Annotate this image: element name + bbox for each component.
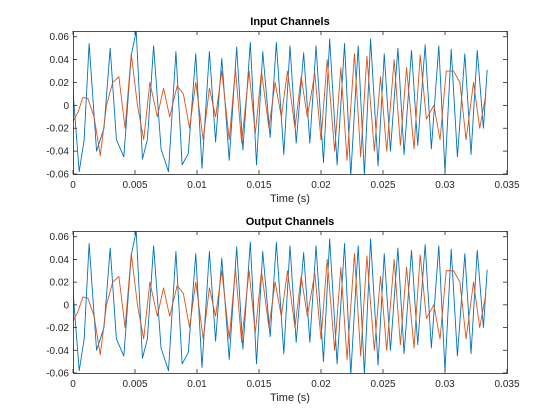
x-tick-label: 0.03	[435, 180, 455, 191]
subplot-input-channels: 0 0.005 0.01 0.015 0.02 0.025 0.03 0.035 -0.06 -0…	[46, 16, 520, 205]
y-tick-label: 0.02	[50, 278, 70, 289]
y-tick-label: -0.04	[46, 147, 69, 158]
x-tick-label: 0.02	[311, 180, 331, 191]
x-tick-label: 0.025	[370, 180, 395, 191]
x-tick-label: 0.005	[122, 379, 147, 390]
x-tick-label: 0.035	[494, 180, 519, 191]
x-tick-label: 0.03	[435, 379, 455, 390]
y-tick-label: 0	[63, 300, 69, 311]
x-tick-label: 0.01	[187, 379, 207, 390]
x-tick-label: 0.015	[246, 379, 271, 390]
y-tick-label: 0.04	[50, 255, 70, 266]
x-tick-label: 0	[70, 180, 76, 191]
y-tick-label: 0.02	[50, 78, 70, 89]
y-tick-label: 0.06	[50, 232, 70, 243]
series-line-1	[73, 231, 488, 373]
axes-box	[73, 231, 508, 374]
series-line-2	[73, 253, 487, 360]
x-tick-label: 0	[70, 379, 76, 390]
x-axis-label: Time (s)	[270, 193, 310, 205]
x-tick-label: 0.035	[494, 379, 519, 390]
series-line-2	[73, 53, 487, 161]
plot-title: Output Channels	[246, 216, 335, 228]
y-tick-label: 0.04	[50, 55, 70, 66]
y-tick-label: -0.02	[46, 323, 69, 334]
y-tick-label: 0.06	[50, 32, 70, 43]
axes-box	[73, 31, 508, 175]
x-tick-label: 0.01	[187, 180, 207, 191]
y-tick-label: -0.02	[46, 124, 69, 135]
y-tick-label: -0.06	[46, 170, 69, 181]
x-axis-label: Time (s)	[270, 392, 310, 404]
plot-title: Input Channels	[250, 16, 329, 28]
y-tick-label: -0.06	[46, 369, 69, 380]
y-tick-label: -0.04	[46, 346, 69, 357]
series-line-1	[73, 31, 488, 174]
x-tick-label: 0.015	[246, 180, 271, 191]
subplot-output-channels: 0 0.005 0.01 0.015 0.02 0.025 0.03 0.035 -0.06 -0…	[46, 216, 520, 404]
y-tick-label: 0	[63, 101, 69, 112]
x-tick-label: 0.005	[122, 180, 147, 191]
x-tick-label: 0.02	[311, 379, 331, 390]
x-tick-label: 0.025	[370, 379, 395, 390]
